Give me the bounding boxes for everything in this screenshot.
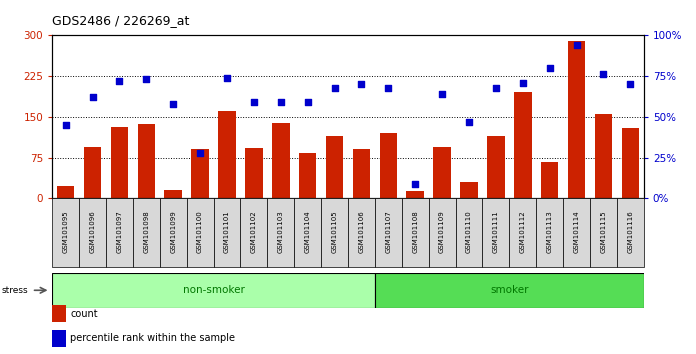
Text: GSM101108: GSM101108 [412,210,418,253]
Bar [375,198,402,267]
Bar [214,198,240,267]
Text: GSM101105: GSM101105 [331,210,338,253]
Text: GSM101097: GSM101097 [116,210,122,253]
Point [383,85,394,90]
Bar [353,149,370,198]
Bar [138,124,155,198]
Point [410,181,421,187]
Point [141,76,152,82]
Text: GSM101095: GSM101095 [63,210,69,253]
Point [329,85,340,90]
Bar [568,41,585,198]
Bar [57,186,74,198]
Point [275,99,286,105]
Bar [267,198,294,267]
Point [436,91,448,97]
Bar [514,92,532,198]
Bar [111,127,128,198]
Text: non-smoker: non-smoker [182,285,244,295]
Bar [219,112,236,198]
Text: GSM101111: GSM101111 [493,210,499,253]
Text: percentile rank within the sample: percentile rank within the sample [70,333,235,343]
Point [356,81,367,87]
Point [221,75,232,81]
Bar [52,198,79,267]
Bar [482,198,509,267]
Text: GSM101109: GSM101109 [439,210,445,253]
Point [571,42,582,48]
Bar [294,198,321,267]
Bar [240,198,267,267]
Bar [460,182,477,198]
Text: GSM101099: GSM101099 [171,210,176,253]
Point [625,81,636,87]
Bar [487,136,505,198]
Bar [164,190,182,198]
Point [544,65,555,71]
Point [598,72,609,77]
Bar [321,198,348,267]
Bar [52,273,375,308]
Text: GSM101114: GSM101114 [574,210,580,253]
Text: GSM101115: GSM101115 [601,210,606,253]
Text: GSM101112: GSM101112 [520,210,525,253]
Bar [541,162,558,198]
Point [517,80,528,85]
Text: GSM101107: GSM101107 [386,210,391,253]
Bar [272,123,290,198]
Text: GSM101103: GSM101103 [278,210,284,253]
Bar [348,198,375,267]
Text: GSM101116: GSM101116 [627,210,633,253]
Text: GSM101096: GSM101096 [90,210,95,253]
Point [60,122,71,128]
Point [114,78,125,84]
Text: GSM101101: GSM101101 [224,210,230,253]
Bar [245,148,262,198]
Text: GSM101100: GSM101100 [197,210,203,253]
Point [248,99,260,105]
Bar [160,198,187,267]
Point [194,150,205,155]
Text: GSM101106: GSM101106 [358,210,365,253]
Bar [299,153,317,198]
Text: count: count [70,309,98,319]
Bar [326,136,343,198]
Bar [375,273,644,308]
Point [87,95,98,100]
Point [302,99,313,105]
Point [168,101,179,107]
Point [464,119,475,125]
Bar [402,198,429,267]
Bar [509,198,536,267]
Bar [133,198,160,267]
Bar [622,128,639,198]
Bar [536,198,563,267]
Bar [79,198,106,267]
Bar [563,198,590,267]
Bar [187,198,214,267]
Text: GSM101098: GSM101098 [143,210,150,253]
Bar [590,198,617,267]
Bar [191,149,209,198]
Point [490,85,501,90]
Text: GSM101110: GSM101110 [466,210,472,253]
Bar [434,147,451,198]
Text: GDS2486 / 226269_at: GDS2486 / 226269_at [52,14,189,27]
Bar [379,133,397,198]
Text: GSM101104: GSM101104 [305,210,310,253]
Bar [617,198,644,267]
Bar [594,114,612,198]
Bar [84,147,102,198]
Bar [456,198,482,267]
Text: GSM101113: GSM101113 [546,210,553,253]
Bar [106,198,133,267]
Bar [406,191,424,198]
Text: GSM101102: GSM101102 [251,210,257,253]
Text: smoker: smoker [490,285,528,295]
Text: stress: stress [1,286,28,295]
Bar [429,198,456,267]
